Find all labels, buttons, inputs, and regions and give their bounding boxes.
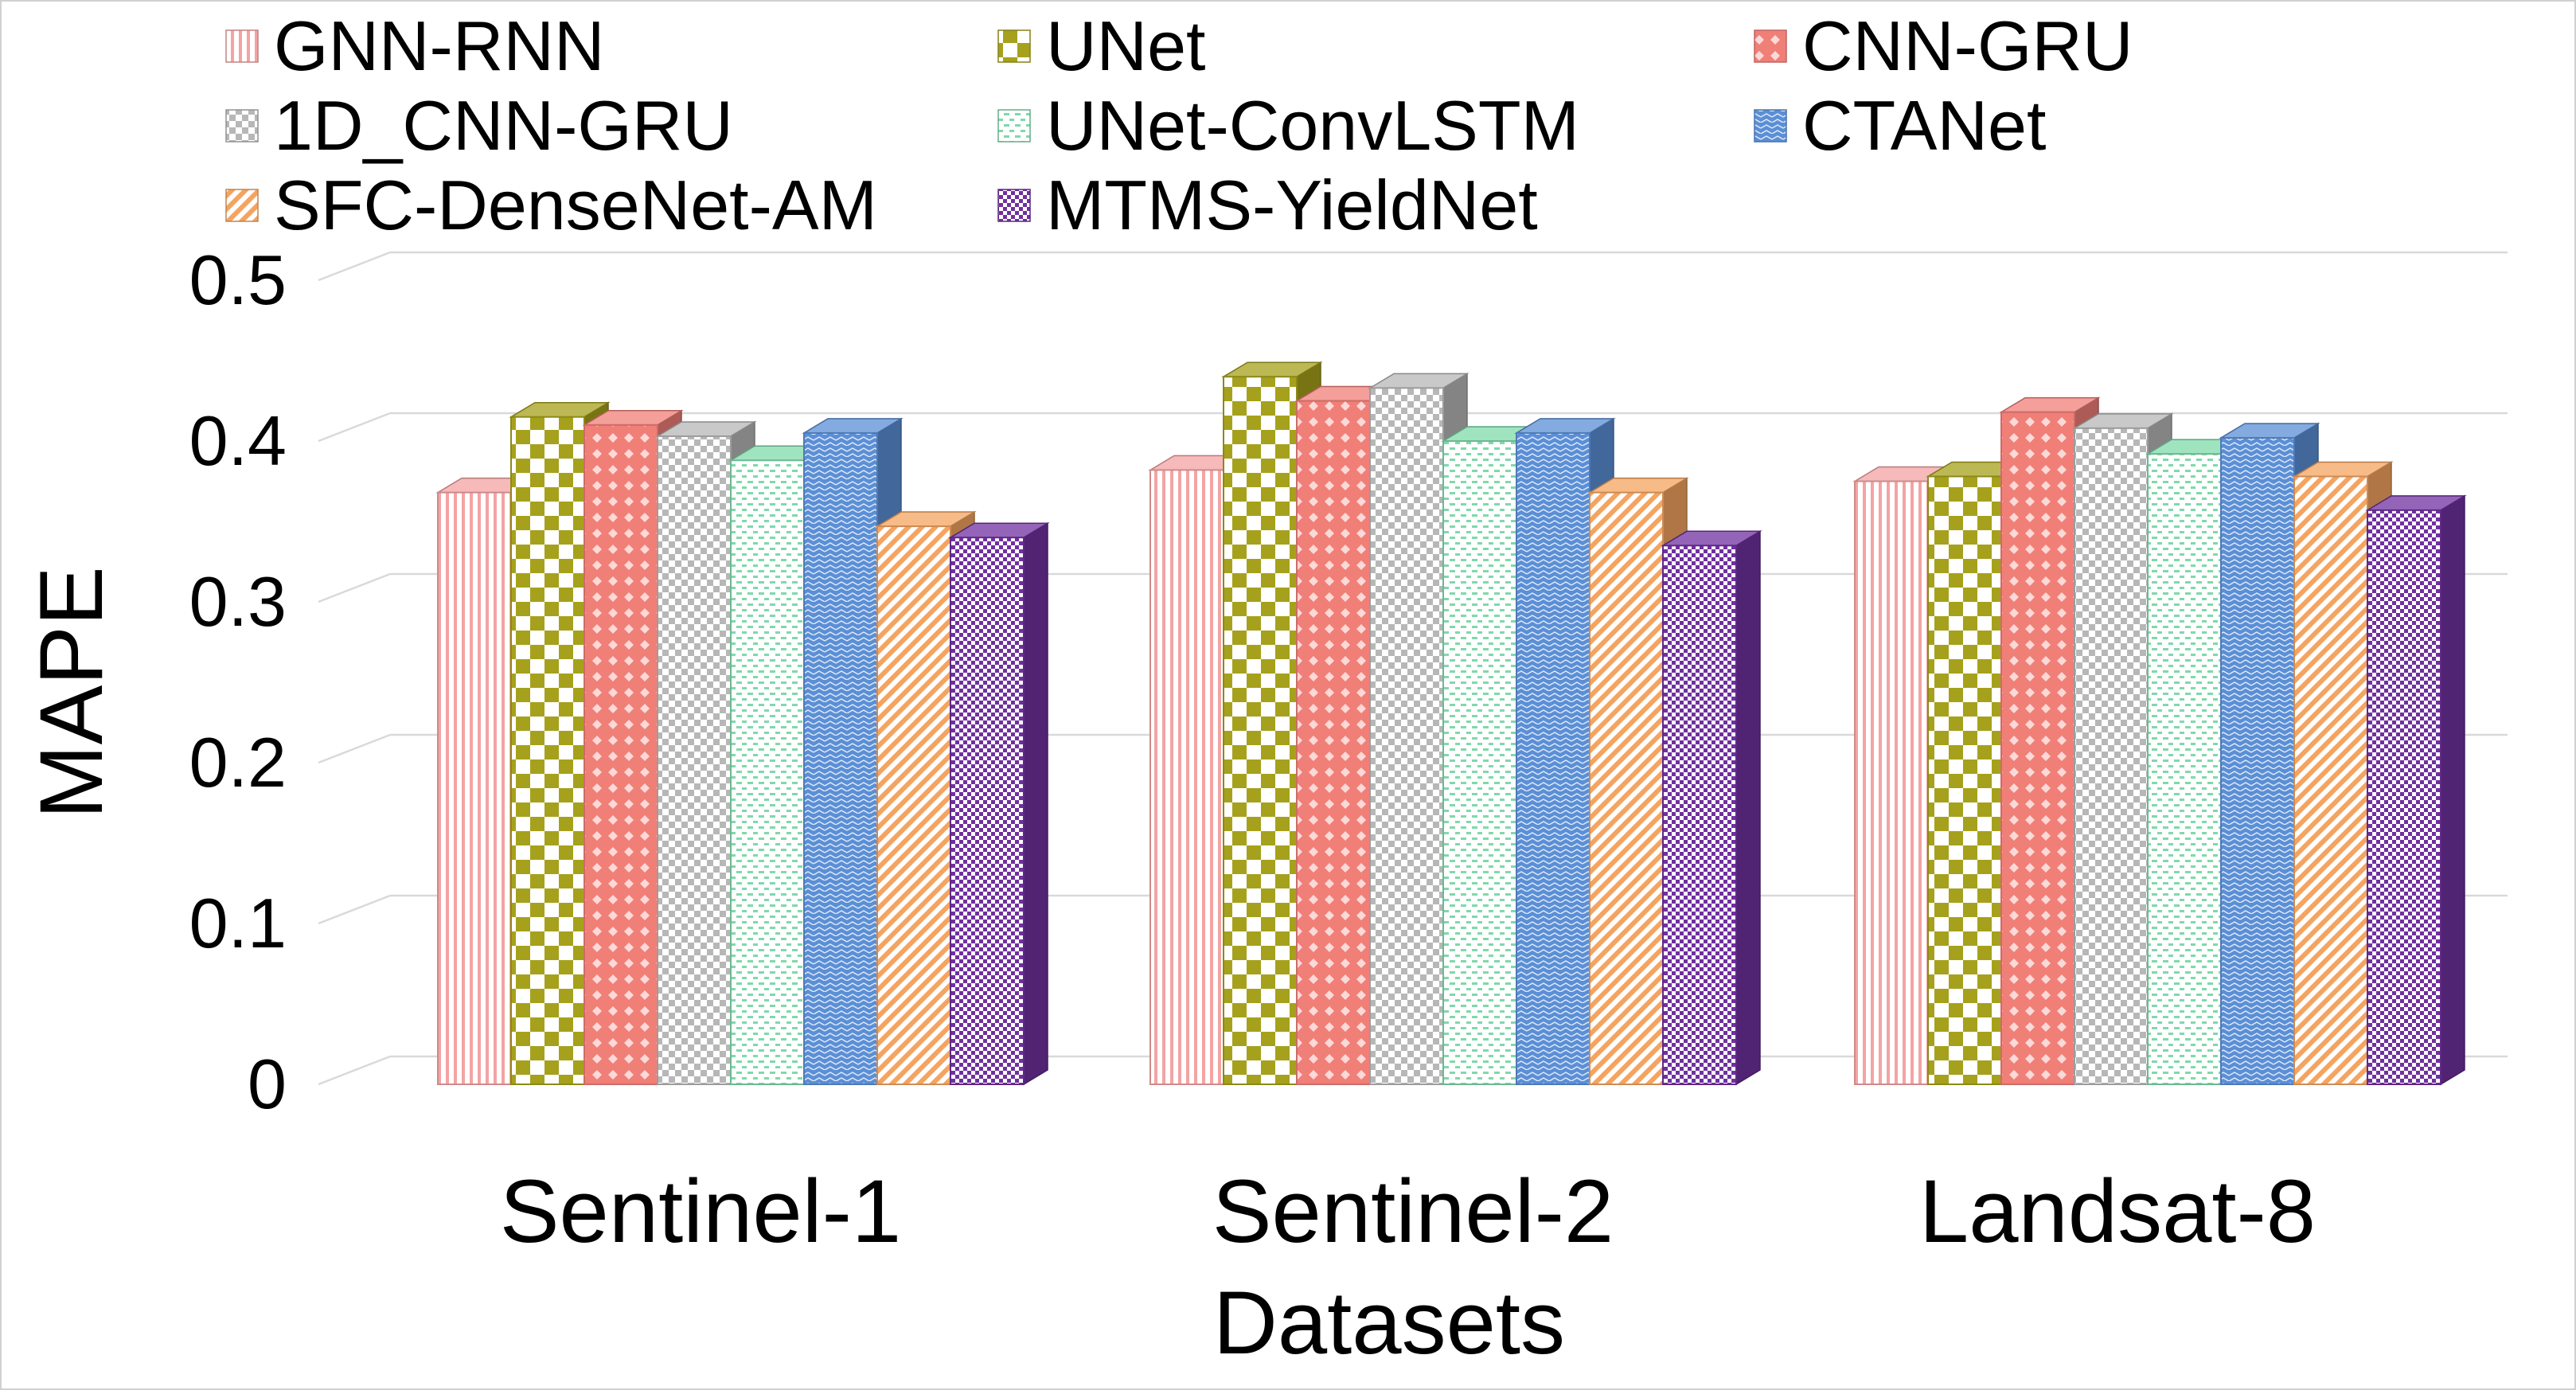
legend-item-ctanet: CTANet <box>1754 86 2046 165</box>
bar-sentinel-2-mtms-yieldnet <box>1661 529 1762 1086</box>
y-tick-label: 0.1 <box>189 884 287 963</box>
legend-item-mtms-yieldnet: MTMS-YieldNet <box>997 166 1538 244</box>
gridline-diagonal <box>318 894 391 925</box>
gridline-diagonal <box>318 1055 391 1086</box>
axes: 0 0.1 0.2 0.3 0.4 0.5 MAPE Datasets Sentinel-1 Se… <box>21 240 2316 1373</box>
legend-label: UNet <box>1046 6 1206 85</box>
y-tick-label: 0.2 <box>189 723 287 802</box>
x-category-sentinel-1: Sentinel-1 <box>500 1162 901 1261</box>
y-tick-label: 0.4 <box>189 401 287 480</box>
x-category-landsat-8: Landsat-8 <box>1919 1162 2316 1261</box>
legend-swatch <box>1754 29 1787 63</box>
gridline-diagonal <box>318 572 391 603</box>
legend-swatch <box>225 109 259 143</box>
y-axis-title: MAPE <box>21 566 121 818</box>
legend-swatch <box>225 189 259 222</box>
legend-swatch <box>997 189 1031 222</box>
gridline-diagonal <box>318 251 391 282</box>
legend-label: CTANet <box>1802 86 2046 165</box>
y-tick-label: 0.5 <box>189 240 287 319</box>
legend-item-sfc-densenet-am: SFC-DenseNet-AM <box>225 166 877 244</box>
gridline-diagonal <box>318 733 391 764</box>
legend-label: MTMS-YieldNet <box>1046 166 1538 244</box>
bar-sentinel-1-mtms-yieldnet <box>948 521 1050 1086</box>
legend-item-1d-cnn-gru: 1D_CNN-GRU <box>225 86 733 165</box>
x-category-sentinel-2: Sentinel-2 <box>1212 1162 1614 1261</box>
y-tick-label: 0 <box>248 1045 287 1123</box>
legend-label: GNN-RNN <box>274 6 605 85</box>
legend-swatch <box>1754 109 1787 143</box>
legend-label: 1D_CNN-GRU <box>274 86 733 165</box>
bar-landsat-8-mtms-yieldnet <box>2365 494 2467 1086</box>
legend-item-unet: UNet <box>997 6 1206 85</box>
legend-swatch <box>997 29 1031 63</box>
gridline-diagonal <box>318 412 391 443</box>
legend-swatch <box>225 29 259 63</box>
y-tick-label: 0.3 <box>189 562 287 641</box>
legend: GNN-RNN UNet CNN-GRU 1D_CNN-GRU UNet-ConvLST… <box>225 6 2133 244</box>
legend-label: UNet-ConvLSTM <box>1046 86 1579 165</box>
legend-label: SFC-DenseNet-AM <box>274 166 877 244</box>
bars <box>435 361 2467 1086</box>
legend-item-cnn-gru: CNN-GRU <box>1754 6 2133 85</box>
legend-label: CNN-GRU <box>1802 6 2133 85</box>
legend-item-gnn-rnn: GNN-RNN <box>225 6 605 85</box>
legend-item-unet-convlstm: UNet-ConvLSTM <box>997 86 1579 165</box>
legend-swatch <box>997 109 1031 143</box>
x-axis-title: Datasets <box>1213 1273 1565 1373</box>
